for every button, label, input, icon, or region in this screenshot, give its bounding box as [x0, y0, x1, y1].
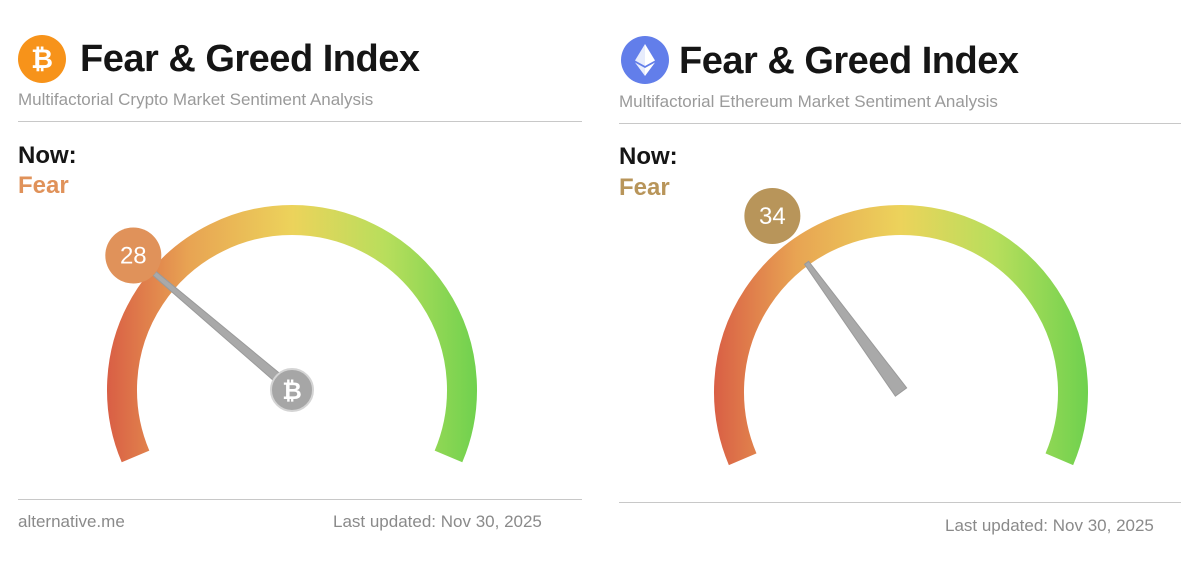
fear-greed-gauge: ₿ 28 — [105, 205, 477, 463]
sentiment-status: Fear — [619, 174, 670, 201]
footer-divider — [619, 502, 1181, 503]
header-divider — [619, 123, 1181, 124]
gauge-needle — [803, 260, 908, 397]
now-label: Now: — [619, 143, 678, 170]
sentiment-status: Fear — [18, 172, 69, 199]
gauge-hub: ₿ — [270, 368, 314, 412]
bitcoin-fear-greed-panel: ₿ Fear & Greed Index Multifactorial Cryp… — [18, 35, 582, 531]
page-title: Fear & Greed Index — [80, 38, 420, 80]
last-updated: Last updated: Nov 30, 2025 — [333, 512, 542, 531]
gauge-arc — [714, 205, 1088, 466]
fear-greed-gauge: 34 — [714, 187, 1088, 466]
subtitle: Multifactorial Ethereum Market Sentiment… — [619, 92, 998, 111]
footer-divider — [18, 499, 582, 500]
bitcoin-icon: ₿ — [18, 35, 66, 83]
last-updated: Last updated: Nov 30, 2025 — [945, 516, 1154, 535]
index-value: 28 — [120, 243, 147, 270]
source-link[interactable]: alternative.me — [18, 512, 125, 531]
gauge-arc — [107, 205, 477, 463]
ethereum-fear-greed-panel: Fear & Greed Index Multifactorial Ethere… — [600, 0, 1200, 572]
subtitle: Multifactorial Crypto Market Sentiment A… — [18, 90, 374, 109]
now-label: Now: — [18, 142, 77, 169]
index-value: 34 — [759, 203, 786, 230]
value-badge: 28 — [105, 227, 162, 284]
header-divider — [18, 121, 582, 122]
value-badge: 34 — [744, 187, 801, 244]
gauge-needle — [152, 271, 296, 395]
svg-text:₿: ₿ — [31, 44, 53, 75]
bitcoin-icon: ₿ — [282, 377, 302, 405]
page-title: Fear & Greed Index — [679, 40, 1019, 82]
ethereum-icon — [621, 36, 669, 84]
